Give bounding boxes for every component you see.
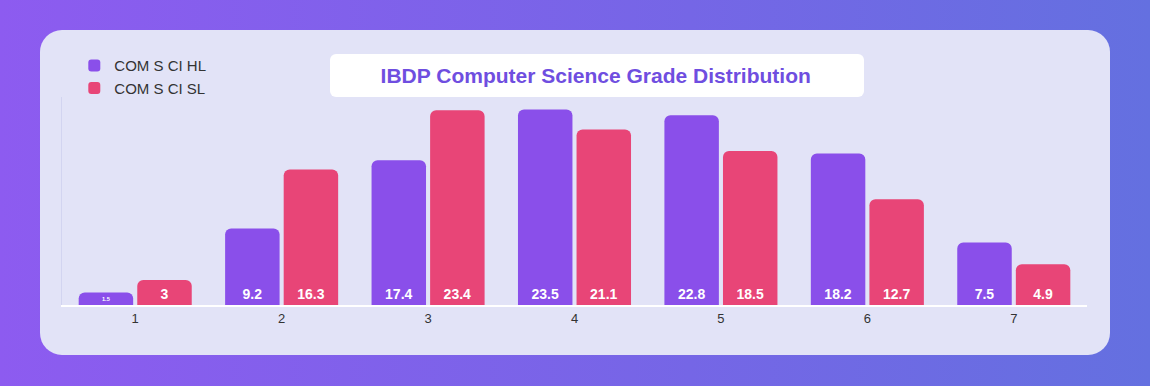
svg-text:5: 5 [717,311,724,326]
svg-text:18.5: 18.5 [736,286,763,302]
svg-text:1.5: 1.5 [102,296,110,302]
svg-text:4.9: 4.9 [1033,286,1053,302]
svg-text:6: 6 [864,311,871,326]
svg-text:17.4: 17.4 [385,286,412,302]
svg-text:COM S CI SL: COM S CI SL [114,80,205,97]
svg-text:22.8: 22.8 [678,286,705,302]
svg-text:21.1: 21.1 [590,286,617,302]
svg-text:COM S CI HL: COM S CI HL [114,57,206,74]
svg-text:4: 4 [571,311,578,326]
svg-text:IBDP Computer Science Grade Di: IBDP Computer Science Grade Distribution [381,64,811,87]
svg-text:3: 3 [424,311,431,326]
svg-text:7.5: 7.5 [975,286,995,302]
svg-text:18.2: 18.2 [824,286,851,302]
svg-text:16.3: 16.3 [297,286,324,302]
svg-text:23.4: 23.4 [444,286,471,302]
svg-text:9.2: 9.2 [243,286,263,302]
svg-text:23.5: 23.5 [531,286,558,302]
svg-text:12.7: 12.7 [883,286,910,302]
svg-text:7: 7 [1010,311,1017,326]
svg-text:2: 2 [278,311,285,326]
svg-text:3: 3 [161,286,169,302]
svg-text:1: 1 [132,311,139,326]
